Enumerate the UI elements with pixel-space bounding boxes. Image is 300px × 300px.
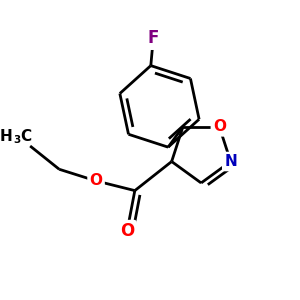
Text: O: O xyxy=(90,173,103,188)
Text: N: N xyxy=(224,154,237,169)
Text: O: O xyxy=(120,222,134,240)
Text: 3: 3 xyxy=(14,135,21,145)
Text: O: O xyxy=(213,119,226,134)
Text: F: F xyxy=(147,29,158,47)
Text: C: C xyxy=(20,129,32,144)
Text: H: H xyxy=(0,129,13,144)
